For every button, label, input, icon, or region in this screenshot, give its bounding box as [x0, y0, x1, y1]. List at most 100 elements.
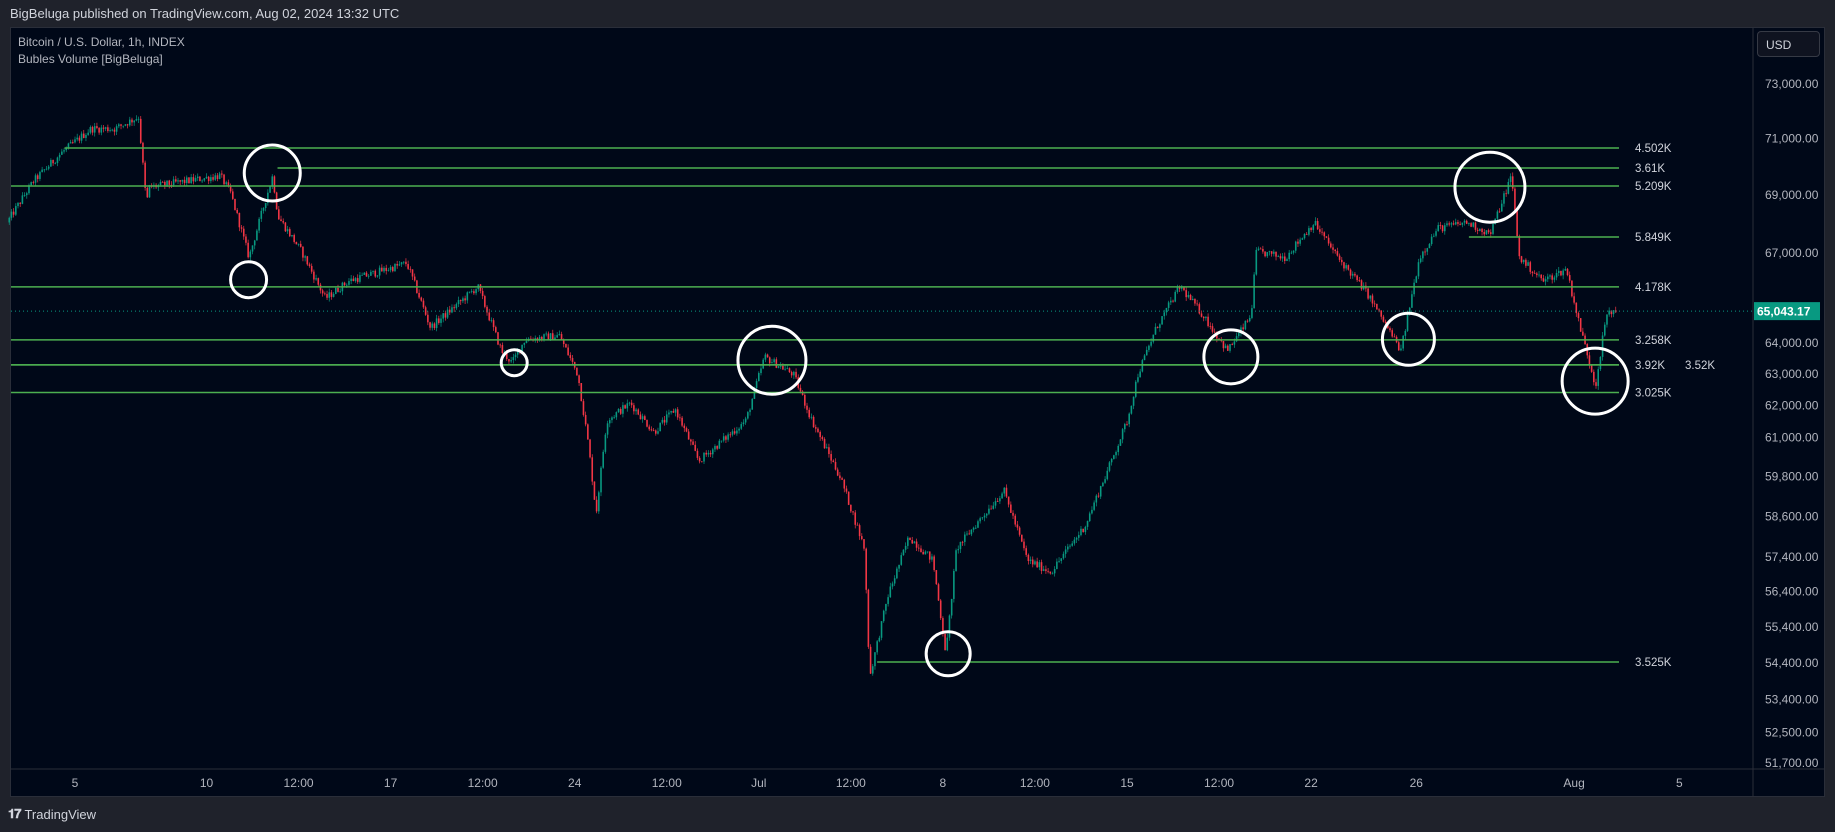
candle-body: [1308, 228, 1310, 235]
candle-body: [1571, 280, 1573, 297]
candle-body: [253, 240, 256, 246]
volume-bubble: [1202, 328, 1260, 386]
candle-body: [830, 454, 832, 461]
candle-body: [1610, 310, 1613, 315]
candle-body: [1511, 176, 1514, 189]
chart-panel[interactable]: [10, 27, 1825, 797]
candle-body: [1124, 424, 1126, 430]
candle-body: [964, 534, 966, 542]
candle-body: [335, 287, 337, 294]
candle-body: [1406, 314, 1409, 331]
currency-button[interactable]: USD: [1757, 31, 1820, 57]
candle-body: [411, 269, 414, 277]
candle-body: [985, 513, 988, 516]
candle-body: [179, 180, 181, 182]
candle-body: [659, 422, 661, 432]
time-tick-label: 10: [200, 776, 214, 790]
candle-body: [1540, 274, 1543, 279]
candle-body: [1378, 309, 1380, 311]
candle-body: [199, 176, 201, 182]
candle-body: [1382, 316, 1385, 322]
candle-body: [1356, 275, 1358, 281]
candle-body: [1023, 541, 1025, 549]
candle-body: [758, 373, 760, 382]
candle-body: [177, 180, 179, 182]
candle-body: [1073, 539, 1076, 544]
candle-body: [1128, 413, 1130, 425]
candle-body: [505, 352, 508, 360]
time-tick-label: 12:00: [1204, 776, 1234, 790]
candle-body: [1211, 326, 1214, 332]
candle-body: [1371, 295, 1374, 304]
candle-body: [50, 159, 52, 167]
candle-body: [582, 401, 585, 415]
candle-body: [1360, 280, 1363, 290]
candle-body: [146, 187, 149, 198]
volume-level-label: 5.849K: [1635, 232, 1672, 244]
candle-body: [1056, 561, 1058, 570]
candle-body: [332, 293, 335, 297]
candle-body: [107, 127, 109, 131]
candle-body: [701, 461, 703, 463]
candle-body: [394, 264, 396, 272]
candle-body: [273, 176, 276, 193]
candle-body: [635, 409, 637, 412]
time-axis[interactable]: [11, 770, 1753, 796]
candle-body: [510, 360, 512, 362]
candle-body: [348, 281, 350, 285]
candle-body: [1104, 479, 1106, 483]
candle-body: [1077, 535, 1080, 538]
candle-body: [939, 600, 942, 619]
candle-body: [409, 268, 412, 270]
candle-body: [977, 521, 979, 528]
candle-body: [1316, 221, 1319, 230]
indicator-title[interactable]: Bubles Volume [BigBeluga]: [18, 52, 163, 66]
candle-body: [391, 267, 394, 272]
candle-body: [12, 211, 15, 215]
candle-body: [1224, 345, 1227, 349]
candle-body: [823, 439, 826, 449]
candle-body: [1538, 274, 1540, 276]
price-tick-label: 63,000.00: [1765, 367, 1819, 381]
candle-body: [665, 414, 668, 423]
candle-body: [381, 267, 383, 272]
candle-body: [249, 251, 252, 258]
symbol-title[interactable]: Bitcoin / U.S. Dollar, 1h, INDEX: [18, 35, 185, 49]
candle-body: [626, 403, 629, 409]
candle-body: [1301, 238, 1304, 240]
candle-body: [1034, 561, 1036, 565]
candle-body: [1040, 562, 1043, 571]
candle-body: [766, 354, 769, 358]
candle-body: [1338, 255, 1341, 260]
candle-body: [843, 479, 846, 489]
candle-body: [889, 586, 892, 598]
candle-body: [898, 564, 900, 569]
candle-body: [25, 193, 28, 196]
candle-body: [514, 354, 517, 358]
candle-body: [979, 518, 981, 522]
candle-body: [1207, 316, 1209, 327]
candle-body: [902, 549, 905, 556]
candle-body: [1060, 558, 1063, 561]
candle-body: [1115, 452, 1117, 456]
candle-body: [538, 336, 541, 341]
candle-body: [999, 498, 1001, 502]
candle-body: [1509, 176, 1512, 182]
candle-body: [928, 551, 931, 560]
candle-body: [256, 230, 258, 241]
candle-body: [93, 126, 96, 133]
footer-brand[interactable]: 𝟏𝟕 TradingView: [8, 806, 96, 822]
candle-body: [911, 540, 914, 544]
candle-body: [240, 227, 243, 229]
candle-body: [181, 179, 184, 182]
candle-body: [861, 536, 863, 540]
candle-body: [196, 176, 199, 179]
candle-body: [1106, 470, 1109, 480]
candle-body: [457, 300, 460, 305]
candle-body: [1505, 193, 1507, 195]
candle-body: [1172, 300, 1174, 302]
candle-body: [142, 142, 144, 163]
candle-body: [1029, 559, 1032, 561]
candle-body: [111, 129, 114, 131]
